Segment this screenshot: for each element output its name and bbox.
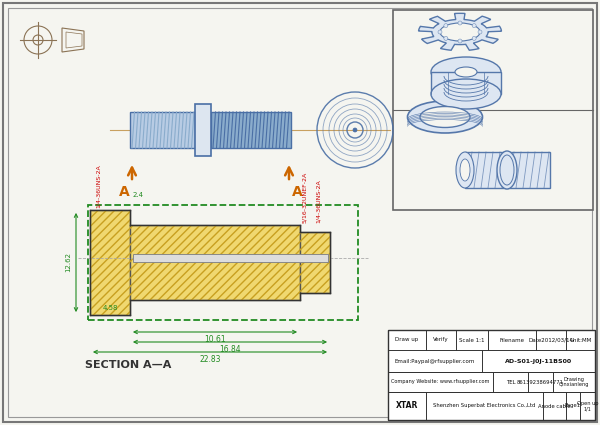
Ellipse shape [456,152,474,188]
Text: 2.4: 2.4 [133,192,143,198]
Text: Superbat: Superbat [282,179,358,231]
Bar [130,225,300,300]
Text: Filename: Filename [499,337,524,343]
Bar [133,254,328,262]
Text: Superbat: Superbat [162,299,238,351]
Text: Email:Paypal@rfsupplier.com: Email:Paypal@rfsupplier.com [395,359,475,363]
Circle shape [353,128,357,132]
Text: Superbat: Superbat [62,269,138,321]
Ellipse shape [407,101,482,133]
Text: Superbat: Superbat [312,89,388,141]
Text: Superbat: Superbat [52,59,128,111]
Text: Company Website: www.rfsupplier.com: Company Website: www.rfsupplier.com [391,380,490,385]
Circle shape [458,21,462,25]
Ellipse shape [420,107,470,128]
Bar [431,72,501,94]
Ellipse shape [440,23,480,41]
Text: Superbat: Superbat [372,209,448,261]
Circle shape [438,30,442,34]
Bar [90,210,130,315]
Text: 86139238694771: 86139238694771 [517,380,564,385]
Bar [465,152,550,188]
Text: Scale 1:1: Scale 1:1 [459,337,485,343]
Bar [300,232,330,293]
Text: Superbat: Superbat [192,209,268,261]
Circle shape [444,24,448,28]
Bar [88,205,358,320]
Text: Shenzhen Superbat Electronics Co.,Ltd: Shenzhen Superbat Electronics Co.,Ltd [433,403,536,408]
Bar [393,10,593,210]
Text: Anode cable: Anode cable [538,403,571,408]
Ellipse shape [431,79,501,109]
Text: Superbat: Superbat [262,269,338,321]
Text: Superbat: Superbat [147,89,223,141]
Text: Superbat: Superbat [232,59,308,111]
Text: Verify: Verify [433,337,449,343]
Text: 10.61: 10.61 [204,334,226,343]
Text: AD-S01-J0J-11BS00: AD-S01-J0J-11BS00 [505,359,572,363]
Ellipse shape [460,159,470,181]
Bar [90,210,130,315]
Text: 1/4-36UNS-2A: 1/4-36UNS-2A [316,179,320,223]
Text: Superbat: Superbat [462,249,538,301]
Ellipse shape [500,155,514,185]
Text: A: A [292,185,302,199]
Bar [130,225,300,300]
Text: Open up
1/1: Open up 1/1 [577,401,598,411]
Text: 22.83: 22.83 [199,354,221,363]
Bar [130,112,195,148]
Text: Page1: Page1 [565,403,581,408]
Bar [211,112,291,148]
Bar [300,232,330,293]
Bar [195,104,211,156]
Text: 1/4-36UNS-2A: 1/4-36UNS-2A [95,164,101,208]
Circle shape [472,24,476,28]
Text: Unit:MM: Unit:MM [569,337,592,343]
Text: Date2012/03/14: Date2012/03/14 [529,337,574,343]
Text: TEL: TEL [506,380,515,385]
Polygon shape [419,13,502,50]
Circle shape [472,37,476,40]
Circle shape [458,39,462,43]
Circle shape [478,30,482,34]
Ellipse shape [431,57,501,87]
Text: Superbat: Superbat [442,139,518,191]
Text: Superbat: Superbat [362,299,438,351]
Text: 5/16-32UNEF-2A: 5/16-32UNEF-2A [302,172,308,223]
Circle shape [444,37,448,40]
Text: XTAR: XTAR [396,402,418,411]
Text: SECTION A—A: SECTION A—A [85,360,171,370]
Ellipse shape [455,67,477,77]
Text: Drawing
Qinxianleng: Drawing Qinxianleng [559,377,589,388]
Text: Draw up: Draw up [395,337,419,343]
Text: 16.84: 16.84 [219,345,241,354]
Text: 4.58: 4.58 [102,305,118,311]
Text: 12.62: 12.62 [65,252,71,272]
Text: A: A [119,185,130,199]
Bar [388,330,595,420]
Ellipse shape [497,151,517,189]
Text: Superbat: Superbat [102,169,178,221]
